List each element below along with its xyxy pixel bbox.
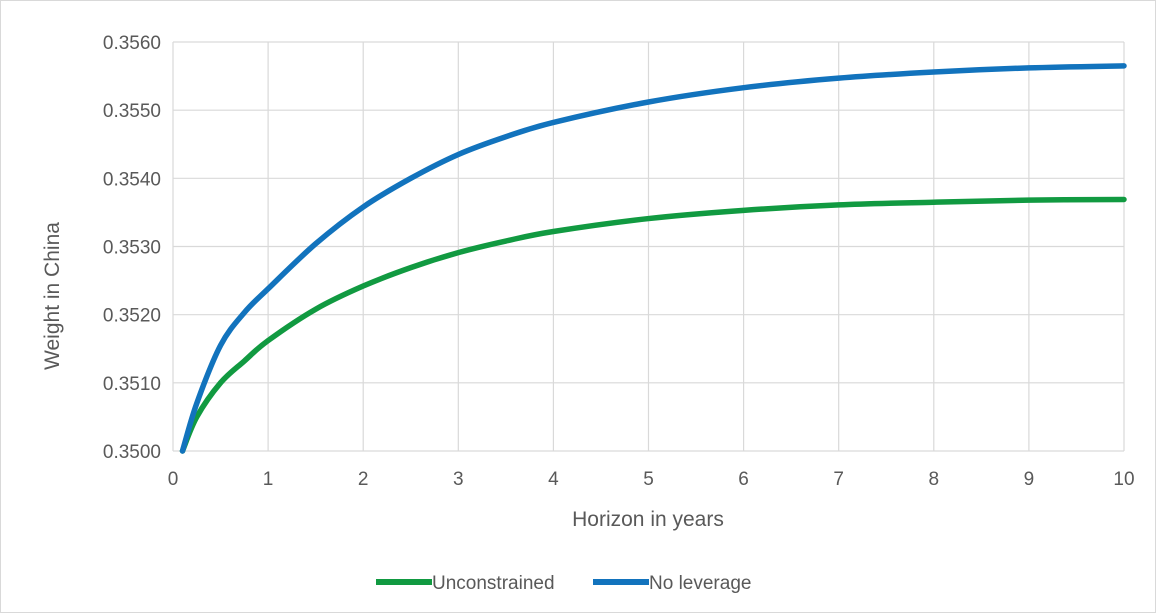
x-axis-ticks: 0 1 2 3 4 5 6 7 8 9 10 xyxy=(168,469,1135,490)
series-line-no-leverage xyxy=(179,63,1127,454)
x-tick-label: 3 xyxy=(453,469,464,490)
x-tick-label: 0 xyxy=(168,469,179,490)
x-tick-label: 2 xyxy=(358,469,369,490)
y-tick-label: 0.3520 xyxy=(103,306,161,327)
x-tick-label: 4 xyxy=(548,469,559,490)
x-tick-label: 7 xyxy=(833,469,844,490)
x-tick-label: 8 xyxy=(929,469,940,490)
legend-label-no-leverage: No leverage xyxy=(649,573,751,594)
y-tick-label: 0.3500 xyxy=(103,442,161,463)
gridlines xyxy=(172,41,1125,452)
y-axis-title: Weight in China xyxy=(41,222,64,370)
x-axis-title: Horizon in years xyxy=(572,508,724,531)
y-axis-ticks: 0.3500 0.3510 0.3520 0.3530 0.3540 0.3550 0.35… xyxy=(103,33,161,463)
series-line-unconstrained xyxy=(179,196,1127,454)
series-lines xyxy=(179,63,1127,454)
y-tick-label: 0.3530 xyxy=(103,238,161,259)
x-tick-label: 5 xyxy=(643,469,654,490)
y-tick-label: 0.3550 xyxy=(103,101,161,122)
y-tick-label: 0.3540 xyxy=(103,169,161,190)
legend-label-unconstrained: Unconstrained xyxy=(432,573,555,594)
y-tick-label: 0.3510 xyxy=(103,374,161,395)
x-tick-label: 6 xyxy=(738,469,749,490)
x-tick-label: 10 xyxy=(1113,469,1134,490)
legend: Unconstrained No leverage xyxy=(376,573,751,594)
x-tick-label: 9 xyxy=(1024,469,1035,490)
x-tick-label: 1 xyxy=(263,469,274,490)
y-tick-label: 0.3560 xyxy=(103,33,161,54)
